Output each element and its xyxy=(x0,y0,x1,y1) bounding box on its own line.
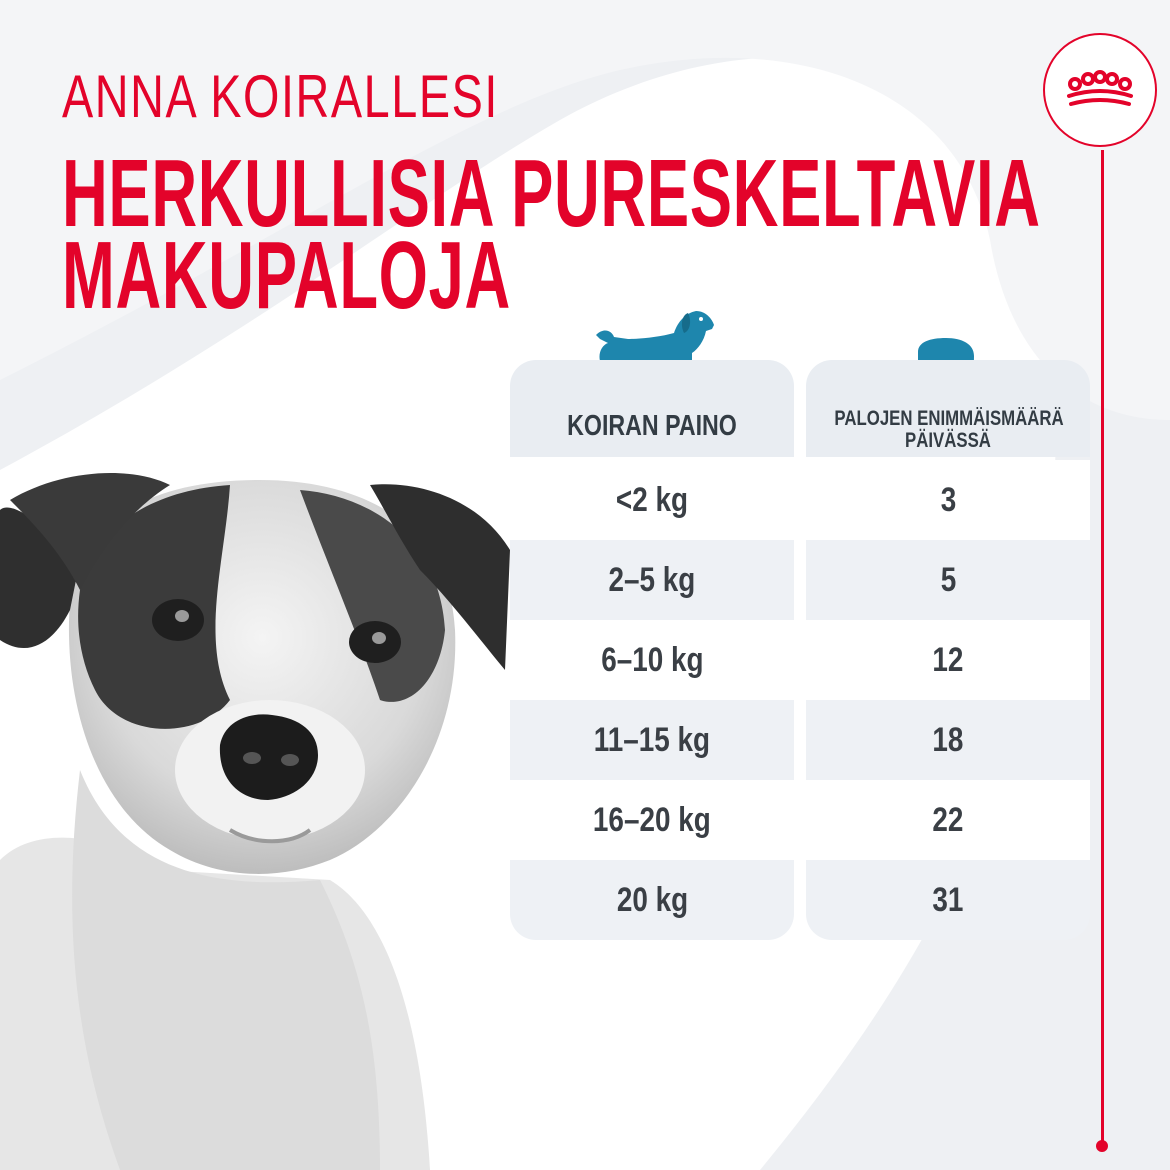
header-max-label: PALOJEN ENIMMÄISMÄÄRÄ PÄIVÄSSÄ xyxy=(834,407,1064,452)
brand-logo xyxy=(1043,33,1157,147)
max-cell: 31 xyxy=(806,860,1090,940)
header-weight-label: KOIRAN PAINO xyxy=(567,410,737,442)
max-cell: 3 xyxy=(806,460,1090,540)
max-cell: 12 xyxy=(806,620,1090,700)
heading-line-1: ANNA KOIRALLESI xyxy=(62,63,499,130)
dog-photo xyxy=(0,473,510,1170)
weight-cell: 11–15 kg xyxy=(510,700,794,780)
header-cell-max xyxy=(806,360,1090,457)
crown-icon xyxy=(1067,70,1133,106)
header-max-line-1: PALOJEN ENIMMÄISMÄÄRÄ xyxy=(834,407,1064,430)
weight-cell: 6–10 kg xyxy=(510,620,794,700)
weight-cell: 2–5 kg xyxy=(510,540,794,620)
brand-line-dot xyxy=(1096,1140,1108,1152)
table-row: 2–5 kg 5 xyxy=(510,540,1090,620)
header-max-line-2: PÄIVÄSSÄ xyxy=(905,429,991,452)
table-row: 20 kg 31 xyxy=(510,860,1090,940)
table-row: 6–10 kg 12 xyxy=(510,620,1090,700)
weight-cell: 16–20 kg xyxy=(510,780,794,860)
header-cell-weight xyxy=(510,360,794,457)
max-cell: 5 xyxy=(806,540,1090,620)
table-row: 11–15 kg 18 xyxy=(510,700,1090,780)
weight-cell: 20 kg xyxy=(510,860,794,940)
max-cell: 22 xyxy=(806,780,1090,860)
max-cell: 18 xyxy=(806,700,1090,780)
weight-cell: <2 kg xyxy=(510,460,794,540)
heading-line-3: MAKUPALOJA xyxy=(62,222,511,329)
heading-line-2: HERKULLISIA PURESKELTAVIA xyxy=(62,140,1041,247)
brand-line xyxy=(1101,150,1104,1145)
table-row: 16–20 kg 22 xyxy=(510,780,1090,860)
table-row: <2 kg 3 xyxy=(510,460,1090,540)
